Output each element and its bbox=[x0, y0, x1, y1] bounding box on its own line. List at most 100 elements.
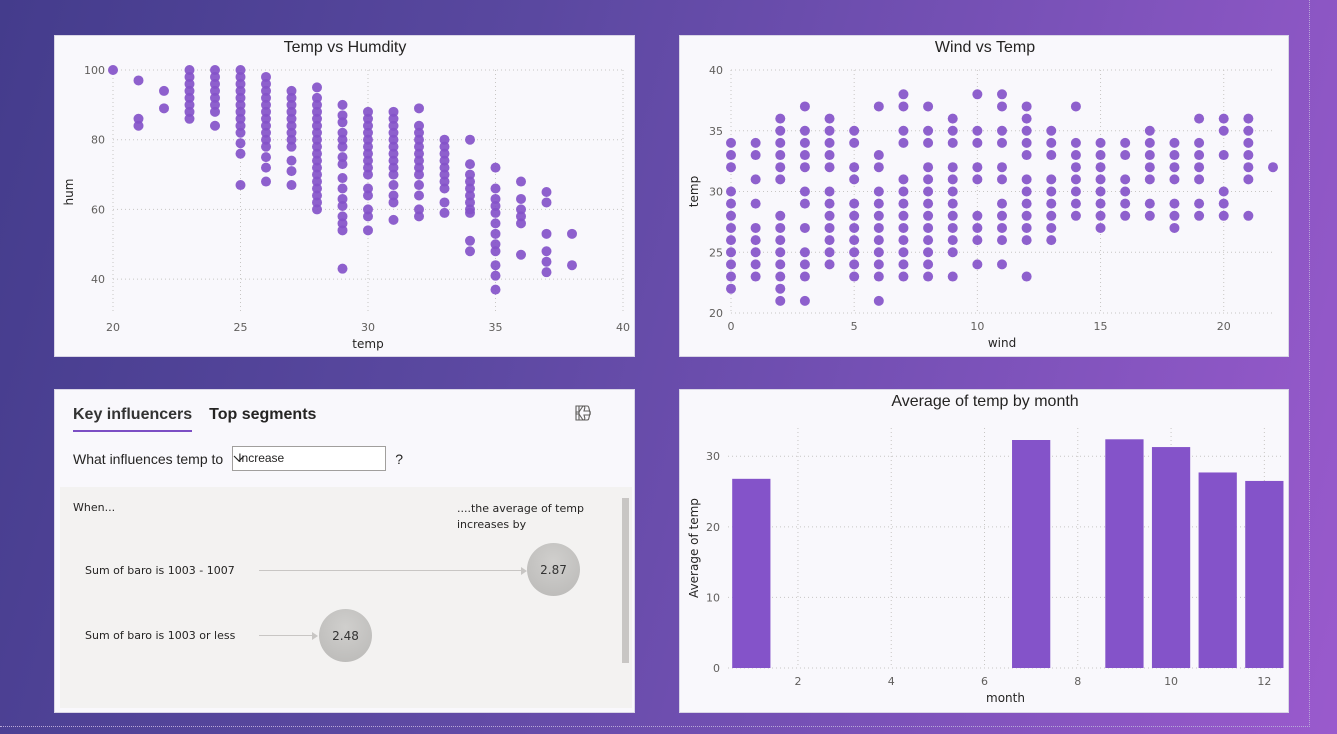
scatter-point bbox=[439, 176, 450, 187]
scatter-point bbox=[1120, 137, 1131, 148]
scatter-point bbox=[439, 134, 450, 145]
scatter-point bbox=[1046, 235, 1057, 246]
scatter-point bbox=[997, 210, 1007, 221]
scatter-point bbox=[388, 180, 399, 191]
bar bbox=[1151, 447, 1191, 668]
temp-vs-humidity-chart: Temp vs Humdity 40 60 80 100 20 25 30 35 40 temp hu… bbox=[62, 39, 630, 351]
avg-temp-by-month-visual[interactable]: Average of temp by month 0 10 20 30 2 4 6 8 10 12 m… bbox=[679, 389, 1289, 713]
ki-row-label[interactable]: Sum of baro is 1003 - 1007 bbox=[85, 564, 235, 577]
scatter-point bbox=[312, 99, 322, 110]
ki-value-bubble[interactable]: 2.48 bbox=[319, 609, 372, 662]
scatter-point bbox=[184, 85, 195, 96]
scatter-point bbox=[286, 134, 297, 145]
scatter-point bbox=[388, 120, 399, 131]
scatter-point bbox=[775, 259, 786, 270]
scatter-point bbox=[184, 113, 195, 124]
tab-key-influencers[interactable]: Key influencers bbox=[73, 406, 193, 432]
scatter-point bbox=[388, 169, 399, 180]
scatter-point bbox=[726, 222, 736, 233]
scatter-point bbox=[210, 92, 220, 103]
y-tick-label: 40 bbox=[91, 273, 105, 286]
scatter-point bbox=[312, 162, 322, 173]
scatter-point bbox=[465, 176, 475, 187]
scatter-point bbox=[1070, 186, 1081, 197]
scatter-point bbox=[414, 180, 424, 191]
scatter-point bbox=[337, 211, 348, 222]
scatter-point bbox=[184, 71, 195, 82]
scatter-point bbox=[261, 120, 271, 131]
scatter-point bbox=[388, 127, 399, 138]
ki-row-label[interactable]: Sum of baro is 1003 or less bbox=[85, 629, 236, 642]
scatter-point bbox=[210, 65, 220, 75]
x-axis-title: temp bbox=[352, 337, 383, 351]
scatter-point bbox=[261, 106, 271, 117]
scatter-point bbox=[439, 183, 450, 194]
scatter-point bbox=[312, 176, 322, 187]
x-tick-label: 5 bbox=[851, 320, 858, 333]
scatter-point bbox=[923, 235, 934, 246]
scatter-point bbox=[388, 197, 399, 208]
scatter-point bbox=[1021, 235, 1032, 246]
scatter-point bbox=[312, 82, 322, 93]
scatter-point bbox=[312, 155, 322, 166]
scatter-point bbox=[1021, 174, 1032, 185]
thumbs-down-icon[interactable] bbox=[575, 404, 618, 422]
scatter-point bbox=[210, 99, 220, 110]
tab-top-segments[interactable]: Top segments bbox=[209, 406, 317, 423]
scatter-point bbox=[414, 211, 424, 222]
scatter-point bbox=[1169, 210, 1180, 221]
key-influencers-visual[interactable]: Key influencers Top segments What influe… bbox=[54, 389, 635, 713]
scatter-point bbox=[1218, 198, 1229, 209]
scatter-point bbox=[516, 249, 526, 260]
scatter-point bbox=[1095, 210, 1106, 221]
scatter-point bbox=[1144, 162, 1155, 173]
scatter-point bbox=[947, 247, 958, 258]
scatter-point bbox=[1046, 150, 1057, 161]
scatter-point bbox=[541, 187, 552, 197]
scatter-point bbox=[261, 92, 271, 103]
scatter-point bbox=[898, 235, 909, 246]
scatter-point bbox=[947, 198, 958, 209]
scatter-point bbox=[775, 222, 786, 233]
chart-title: Wind vs Temp bbox=[935, 39, 1035, 56]
ki-scrollbar[interactable] bbox=[622, 498, 629, 663]
scatter-point bbox=[750, 259, 761, 270]
scatter-point bbox=[1095, 162, 1106, 173]
scatter-point bbox=[567, 228, 577, 239]
scatter-point bbox=[923, 222, 934, 233]
x-tick-label: 10 bbox=[1164, 675, 1178, 688]
scatter-point bbox=[363, 204, 373, 215]
scatter-point bbox=[465, 207, 475, 218]
scatter-point bbox=[312, 148, 322, 159]
chart-title: Average of temp by month bbox=[891, 393, 1078, 410]
scatter-point bbox=[363, 155, 373, 166]
x-tick-label: 4 bbox=[888, 675, 895, 688]
x-tick-label: 6 bbox=[981, 675, 988, 688]
scatter-point bbox=[923, 186, 934, 197]
scatter-point bbox=[1046, 137, 1057, 148]
ki-help-mark[interactable]: ? bbox=[395, 450, 403, 467]
scatter-point bbox=[414, 204, 424, 215]
scatter-point bbox=[516, 176, 526, 187]
wind-vs-temp-visual[interactable]: Wind vs Temp 20 25 30 35 40 0 5 10 15 20 wind temp bbox=[679, 35, 1289, 357]
ki-direction-dropdown[interactable]: Increase bbox=[232, 446, 387, 471]
scatter-point bbox=[490, 246, 501, 257]
scatter-point bbox=[726, 259, 736, 270]
scatter-point bbox=[898, 247, 909, 258]
scatter-point bbox=[261, 141, 271, 152]
ki-value-bubble[interactable]: 2.87 bbox=[527, 543, 580, 596]
temp-vs-humidity-visual[interactable]: Temp vs Humdity 40 60 80 100 20 25 30 35 40 temp hu… bbox=[54, 35, 635, 357]
scatter-point bbox=[750, 271, 761, 282]
scatter-point bbox=[210, 120, 220, 131]
x-tick-label: 12 bbox=[1257, 675, 1271, 688]
x-tick-label: 40 bbox=[616, 321, 630, 334]
scatter-point bbox=[972, 174, 983, 185]
scatter-point bbox=[312, 141, 322, 152]
scatter-point bbox=[363, 211, 373, 222]
scatter-point bbox=[1046, 186, 1057, 197]
arrow-right-icon bbox=[312, 632, 318, 640]
scatter-point bbox=[490, 228, 501, 239]
scatter-point bbox=[726, 150, 736, 161]
ki-question-text: What influences temp to bbox=[73, 450, 224, 467]
scatter-point bbox=[1120, 150, 1131, 161]
